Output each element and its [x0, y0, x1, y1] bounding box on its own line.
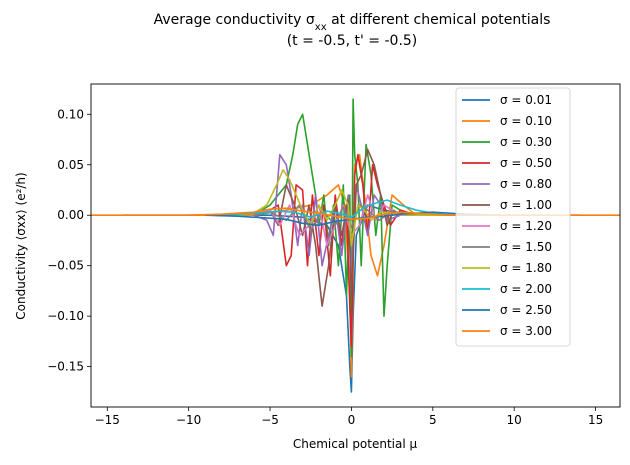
- y-tick-label: 0.00: [57, 208, 84, 222]
- legend-label-10: σ = 2.50: [500, 303, 552, 317]
- title-line-2: (t = -0.5, t' = -0.5): [287, 33, 418, 49]
- y-tick-label: −0.15: [47, 360, 84, 374]
- x-tick-label: 5: [429, 413, 437, 427]
- series-line-8: [237, 169, 466, 247]
- series-line-2: [253, 98, 450, 358]
- legend-label-3: σ = 0.50: [500, 156, 552, 170]
- legend-label-1: σ = 0.10: [500, 114, 552, 128]
- legend-label-6: σ = 1.20: [500, 219, 552, 233]
- legend-label-7: σ = 1.50: [500, 240, 552, 254]
- y-tick-label: 0.05: [57, 158, 84, 172]
- legend-label-2: σ = 0.30: [500, 135, 552, 149]
- series-line-6: [253, 194, 450, 247]
- x-tick-label: −15: [95, 413, 120, 427]
- legend-label-11: σ = 3.00: [500, 324, 552, 338]
- x-tick-label: 10: [507, 413, 522, 427]
- legend-label-9: σ = 2.00: [500, 282, 552, 296]
- x-axis-label: Chemical potential μ: [293, 437, 418, 451]
- y-axis-ticks: −0.15 −0.10 −0.05 0.00 0.05 0.10: [47, 107, 91, 374]
- legend: σ = 0.01 σ = 0.10 σ = 0.30 σ = 0.50 σ = 0.80…: [455, 87, 571, 347]
- series-line-9: [221, 199, 482, 218]
- y-tick-label: −0.05: [47, 259, 84, 273]
- x-tick-label: 15: [588, 413, 603, 427]
- y-axis-label: Conductivity ⟨σxx⟩ (e²/h): [14, 172, 28, 319]
- y-tick-label: 0.10: [57, 107, 84, 121]
- x-tick-label: −5: [261, 413, 279, 427]
- legend-box: [455, 87, 571, 347]
- y-tick-label: −0.10: [47, 309, 84, 323]
- x-axis-ticks: −15 −10 −5 0 5 10 15: [95, 407, 603, 427]
- legend-label-5: σ = 1.00: [500, 198, 552, 212]
- x-tick-label: 0: [348, 413, 356, 427]
- series-lines: [91, 98, 620, 393]
- legend-label-4: σ = 0.80: [500, 177, 552, 191]
- chart-title: Average conductivity σxx at different ch…: [154, 12, 551, 49]
- series-line-11: [188, 207, 515, 221]
- plot-frame: [90, 83, 621, 408]
- x-tick-label: −10: [176, 413, 201, 427]
- legend-label-0: σ = 0.01: [500, 93, 552, 107]
- title-line-1: Average conductivity σxx at different ch…: [154, 12, 551, 33]
- legend-label-8: σ = 1.80: [500, 261, 552, 275]
